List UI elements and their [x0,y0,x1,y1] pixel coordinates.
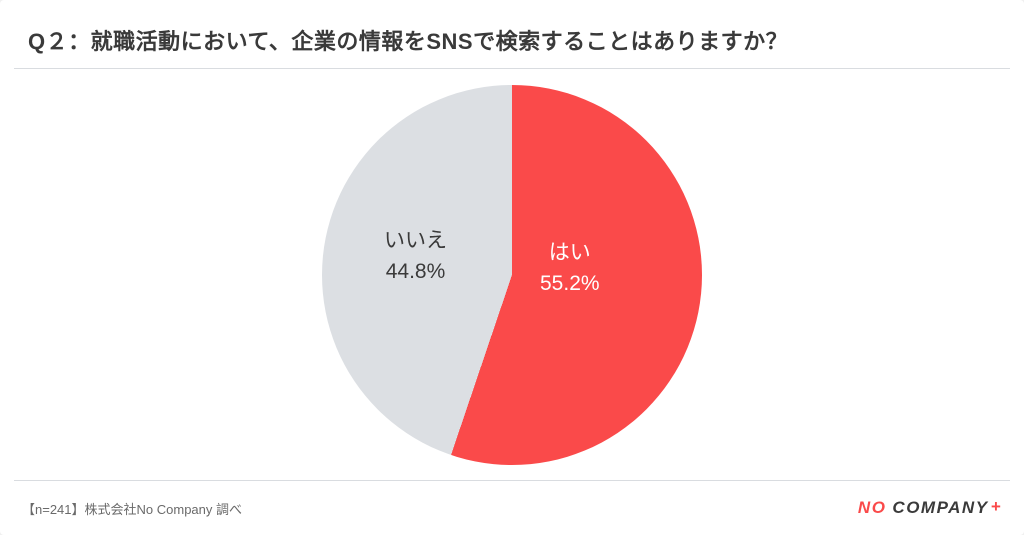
pie-wrap: はい 55.2% いいえ 44.8% [322,85,702,465]
question-title: Q２：就職活動において、企業の情報をSNSで検索することはありますか？ [28,24,996,56]
logo-word-company: COMPANY [892,498,988,518]
slice-label-yes: はい 55.2% [540,237,600,300]
chart-area: はい 55.2% いいえ 44.8% [0,68,1024,481]
logo-word-no: NO [858,498,887,518]
logo-cross-icon: + [991,497,1002,517]
pie-chart [322,85,702,465]
slice-no-pct: 44.8% [384,256,447,288]
company-logo: NO COMPANY + [858,498,1002,518]
slice-no-name: いいえ [384,225,447,257]
footer: 【n=241】株式会社No Company 調べ NO COMPANY + [0,481,1024,535]
slice-label-no: いいえ 44.8% [384,225,447,288]
slice-yes-name: はい [540,237,600,269]
title-bar: Q２：就職活動において、企業の情報をSNSで検索することはありますか？ [0,0,1024,70]
slice-yes-pct: 55.2% [540,268,600,300]
sample-size-note: 【n=241】株式会社No Company 調べ [22,499,242,518]
survey-card: Q２：就職活動において、企業の情報をSNSで検索することはありますか？ はい 5… [0,0,1024,535]
